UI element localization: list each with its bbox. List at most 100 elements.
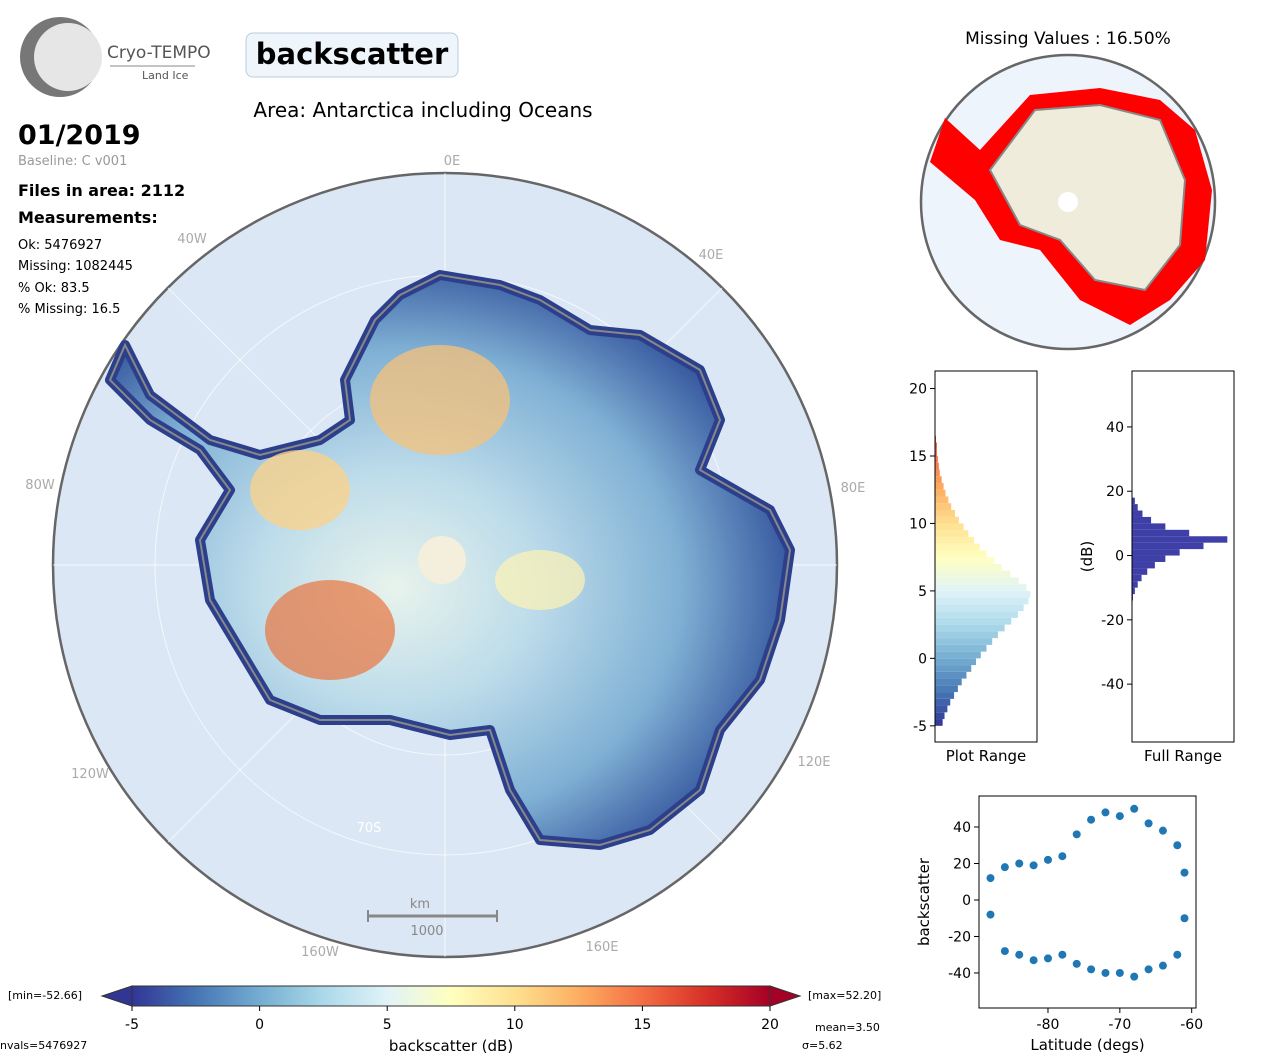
lon-label: 120E — [797, 755, 830, 770]
point — [1072, 959, 1081, 968]
hist-bar — [1132, 497, 1135, 505]
hist-bar — [935, 658, 976, 666]
hist-bar — [935, 509, 956, 517]
hist-bar — [1132, 523, 1166, 530]
axes-frame — [934, 370, 1038, 743]
lon-label: 80E — [841, 481, 866, 496]
y-tick-label: -40 — [948, 966, 971, 982]
colorbar-under — [100, 985, 133, 1007]
hist-bar — [935, 563, 1002, 571]
lon-label: 80W — [25, 478, 55, 493]
y-tick-label: 20 — [953, 857, 971, 873]
point — [1015, 859, 1024, 868]
point — [986, 910, 995, 919]
point — [1173, 950, 1182, 959]
min: [min=-52.66] — [8, 989, 82, 1002]
x-tick-label: -80 — [1037, 1017, 1060, 1033]
title-box — [245, 32, 459, 78]
files: Files in area: 2112 — [18, 181, 185, 200]
missing-map — [919, 53, 1217, 351]
hist-bar — [935, 719, 943, 726]
x-axis-label: Full Range — [1144, 747, 1222, 765]
hist-bar — [1132, 587, 1135, 595]
hist-bar — [1132, 516, 1152, 524]
hist-bar — [1132, 536, 1228, 543]
point — [986, 874, 995, 883]
y-tick-label: 5 — [918, 584, 927, 600]
hist-bar — [1132, 568, 1148, 575]
x-axis-label: Latitude (degs) — [1030, 1036, 1144, 1054]
point — [1029, 861, 1038, 870]
hist-bar — [935, 557, 995, 564]
hist-bar — [935, 516, 959, 524]
hist-bar — [1132, 549, 1180, 556]
y-tick-label: -20 — [1101, 613, 1124, 629]
hist-bar — [935, 570, 1011, 578]
hist-bar — [935, 523, 964, 531]
hist-bar — [935, 496, 949, 504]
y-axis-label: (dB) — [1078, 541, 1096, 573]
hist-bar — [935, 476, 942, 483]
sigma: σ=5.62 — [802, 1039, 843, 1052]
main-map — [51, 171, 839, 959]
point — [1058, 852, 1067, 861]
map-labels: 0E 40E 80E 120E 160E 160W 120W 80W 40W 7… — [25, 154, 865, 960]
point — [1000, 947, 1009, 956]
area: Area: Antarctica including Oceans — [253, 98, 592, 122]
max: [max=52.20] — [808, 989, 881, 1002]
lon-label: 0E — [444, 154, 461, 169]
date: 01/2019 — [18, 120, 141, 151]
scale-bar: km 1000 — [367, 897, 498, 939]
ok: Ok: 5476927 — [18, 238, 102, 253]
lon-label: 40W — [177, 232, 207, 247]
y-tick-label: 20 — [909, 382, 927, 398]
point — [1101, 808, 1110, 817]
logo-sub: Land Ice — [142, 69, 189, 82]
point — [1015, 950, 1024, 959]
point — [1144, 965, 1153, 974]
hist-bar — [935, 638, 993, 645]
point — [1130, 804, 1139, 813]
point — [1072, 830, 1081, 839]
y-axis-label: backscatter — [915, 857, 933, 946]
x-tick-label: -60 — [1180, 1017, 1203, 1033]
point — [1115, 812, 1124, 821]
hist-bar — [935, 624, 1005, 632]
point — [1087, 815, 1096, 824]
x-tick-label: 15 — [633, 1017, 651, 1033]
point — [1043, 954, 1052, 963]
hist-bar — [935, 590, 1031, 598]
scale-value: 1000 — [410, 924, 443, 939]
hist-bar — [935, 536, 975, 544]
point — [1058, 950, 1067, 959]
hist-bar — [1132, 555, 1166, 562]
y-tick-label: 0 — [918, 651, 927, 667]
hist-bar — [935, 482, 944, 490]
point — [1029, 956, 1038, 965]
hist-bar — [935, 712, 945, 720]
x-tick-label: 10 — [506, 1017, 524, 1033]
hist-bar — [935, 692, 955, 699]
x-tick-label: -70 — [1108, 1017, 1131, 1033]
lat-label: 70S — [357, 821, 382, 836]
hist-bar — [1132, 542, 1204, 550]
hist-bar — [935, 543, 980, 551]
hist-bar — [935, 550, 987, 558]
point — [1173, 841, 1182, 850]
hist-bar — [935, 597, 1029, 605]
title: backscatter — [256, 37, 449, 71]
hist-bar — [935, 671, 967, 679]
hist-bar — [1132, 561, 1155, 569]
hist-bar — [935, 503, 952, 510]
point — [1115, 968, 1124, 977]
missing-title: Missing Values : 16.50% — [965, 29, 1171, 49]
y-tick-label: 40 — [953, 820, 971, 836]
hist-bar — [935, 442, 937, 450]
pct-ok: % Ok: 83.5 — [18, 281, 90, 296]
hist-bar — [935, 604, 1024, 612]
hist-bar — [935, 584, 1027, 591]
point — [1180, 868, 1189, 877]
hist-bar — [935, 698, 951, 706]
x-tick-label: 0 — [255, 1017, 264, 1033]
